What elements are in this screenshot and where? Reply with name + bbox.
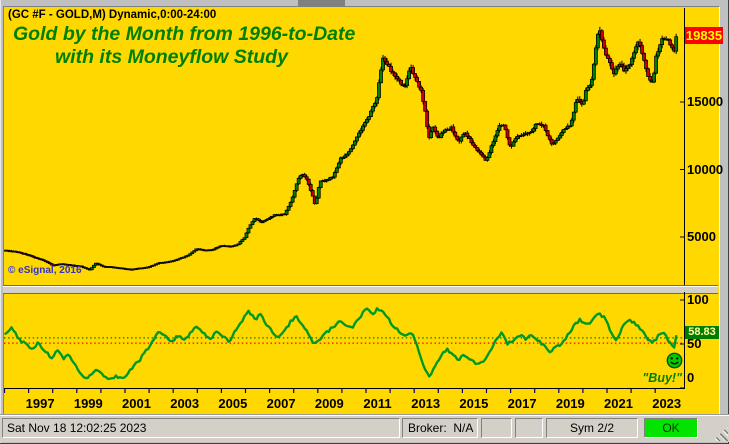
moneyflow-axis-tick-label: 0 xyxy=(687,370,695,385)
moneyflow-axis-tick-label: 100 xyxy=(687,292,709,307)
moneyflow-axis-tick-label: 50 xyxy=(687,336,702,351)
year-axis-label: 2015 xyxy=(459,396,489,411)
chart-title-line1: Gold by the Month from 1996-to-Date xyxy=(13,23,356,45)
price-axis-tick-label: 10000 xyxy=(687,161,724,177)
year-axis-label: 2013 xyxy=(411,396,441,411)
moneyflow-badge: 58.83 xyxy=(685,326,719,339)
year-axis-label: 2005 xyxy=(218,396,248,411)
moneyflow-pane[interactable] xyxy=(4,292,685,394)
price-axis-tick-label: 5000 xyxy=(687,229,716,244)
year-axis-label: 2023 xyxy=(652,396,682,411)
resize-grip-icon[interactable] xyxy=(713,426,728,441)
year-axis-label: 1999 xyxy=(73,396,103,411)
statusbar-empty-panel-1 xyxy=(481,418,512,438)
price-candlestick-pane[interactable] xyxy=(4,8,685,286)
year-axis-label: 2009 xyxy=(314,396,344,411)
chart-title-line2: with its Moneyflow Study xyxy=(55,46,288,68)
year-axis-label: 2019 xyxy=(555,396,585,411)
year-axis-label: 2021 xyxy=(604,396,633,411)
esignal-copyright: © eSignal, 2016 xyxy=(8,265,82,276)
year-axis-label: 2017 xyxy=(507,396,537,411)
price-axis-tick-label: 15000 xyxy=(687,94,724,109)
buy-annotation: "Buy!" xyxy=(642,371,682,385)
pane-splitter[interactable] xyxy=(3,285,718,294)
statusbar-empty-panel-2 xyxy=(515,418,543,438)
statusbar-symbol-count: Sym 2/2 xyxy=(546,418,638,438)
year-axis-label: 1997 xyxy=(25,396,55,411)
year-axis-label: 2003 xyxy=(170,396,200,411)
year-axis-label: 2001 xyxy=(122,396,151,411)
statusbar-broker: Broker: N/A xyxy=(402,418,478,438)
smiley-face-icon xyxy=(666,352,683,369)
price-badge: 19835 xyxy=(685,27,723,44)
broker-label: Broker: xyxy=(408,421,447,435)
ok-button[interactable]: OK xyxy=(644,418,698,438)
year-axis-label: 2007 xyxy=(266,396,296,411)
symbol-header: (GC #F - GOLD,M) Dynamic,0:00-24:00 xyxy=(8,9,217,21)
broker-value: N/A xyxy=(453,421,474,435)
chart-client-area xyxy=(3,6,720,415)
status-bar: Sat Nov 18 12:02:25 2023 Broker: N/A Sym… xyxy=(0,414,729,442)
statusbar-timestamp: Sat Nov 18 12:02:25 2023 xyxy=(2,418,400,438)
year-axis-label: 2011 xyxy=(363,396,392,411)
